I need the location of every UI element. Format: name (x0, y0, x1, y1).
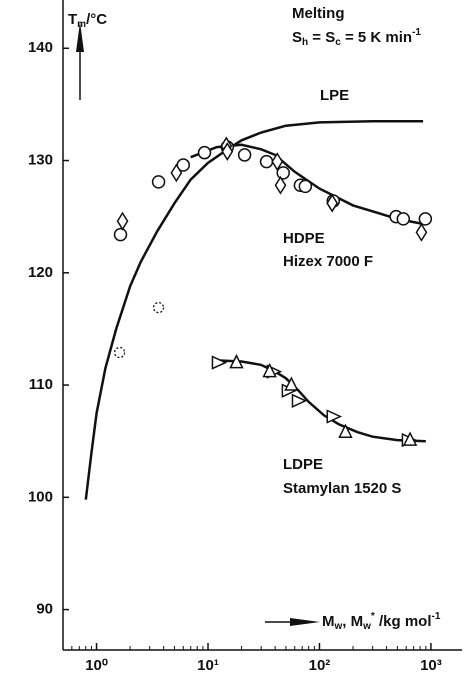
ldpe-grade-label: Stamylan 1520 S (283, 480, 401, 497)
hdpe-label: HDPE (283, 230, 325, 247)
circle-marker (298, 179, 313, 194)
diamond-marker (116, 211, 129, 231)
ldpe-label: LDPE (283, 456, 323, 473)
circle-marker (276, 166, 290, 180)
y-tick-label: 90 (36, 601, 53, 618)
triangle-right-marker (291, 393, 308, 408)
rate-label: Sh = Sc = 5 K min-1 (292, 27, 421, 48)
triangle-up-marker (402, 431, 418, 446)
circle-marker (113, 227, 128, 242)
y-tick-label: 140 (28, 39, 53, 56)
triangle-up-marker (284, 376, 299, 391)
dashed-circle-marker (113, 346, 126, 359)
y-tick-label: 100 (28, 488, 53, 505)
y-tick-label: 120 (28, 264, 53, 281)
x-tick-label: 10⁰ (85, 657, 108, 674)
x-arrow-head (290, 618, 320, 626)
fit-curve (84, 119, 424, 500)
diamond-marker (170, 163, 183, 183)
diamond-marker (271, 152, 284, 172)
triangle-right-marker (326, 409, 343, 424)
circle-marker (396, 212, 411, 226)
x-tick-label: 10² (309, 657, 331, 674)
triangle-up-marker (338, 423, 353, 438)
circle-marker (237, 148, 252, 162)
diamond-marker (221, 142, 234, 161)
diamond-marker (415, 222, 428, 242)
y-tick-label: 110 (29, 376, 53, 393)
circle-marker (151, 175, 166, 189)
condition-label: Melting (292, 5, 345, 22)
dashed-circle-marker (152, 301, 165, 314)
y-arrow-head (76, 22, 84, 52)
y-axis-label: Tm/°C (68, 11, 107, 30)
triangle-right-marker (211, 355, 228, 370)
fit-curve (216, 359, 426, 443)
hdpe-grade-label: Hizex 7000 F (283, 253, 373, 270)
circle-marker (418, 212, 433, 226)
x-axis-label: Mw, Mw* /kg mol-1 (322, 611, 441, 632)
lpe-label: LPE (320, 87, 349, 104)
triangle-up-marker (262, 362, 277, 378)
x-tick-label: 10¹ (197, 657, 219, 674)
diamond-marker (326, 193, 339, 213)
triangle-up-marker (229, 353, 244, 369)
circle-marker (197, 145, 212, 160)
circle-marker (259, 154, 274, 169)
diamond-marker (274, 175, 287, 195)
x-tick-label: 10³ (420, 657, 442, 674)
y-tick-label: 130 (28, 152, 53, 169)
